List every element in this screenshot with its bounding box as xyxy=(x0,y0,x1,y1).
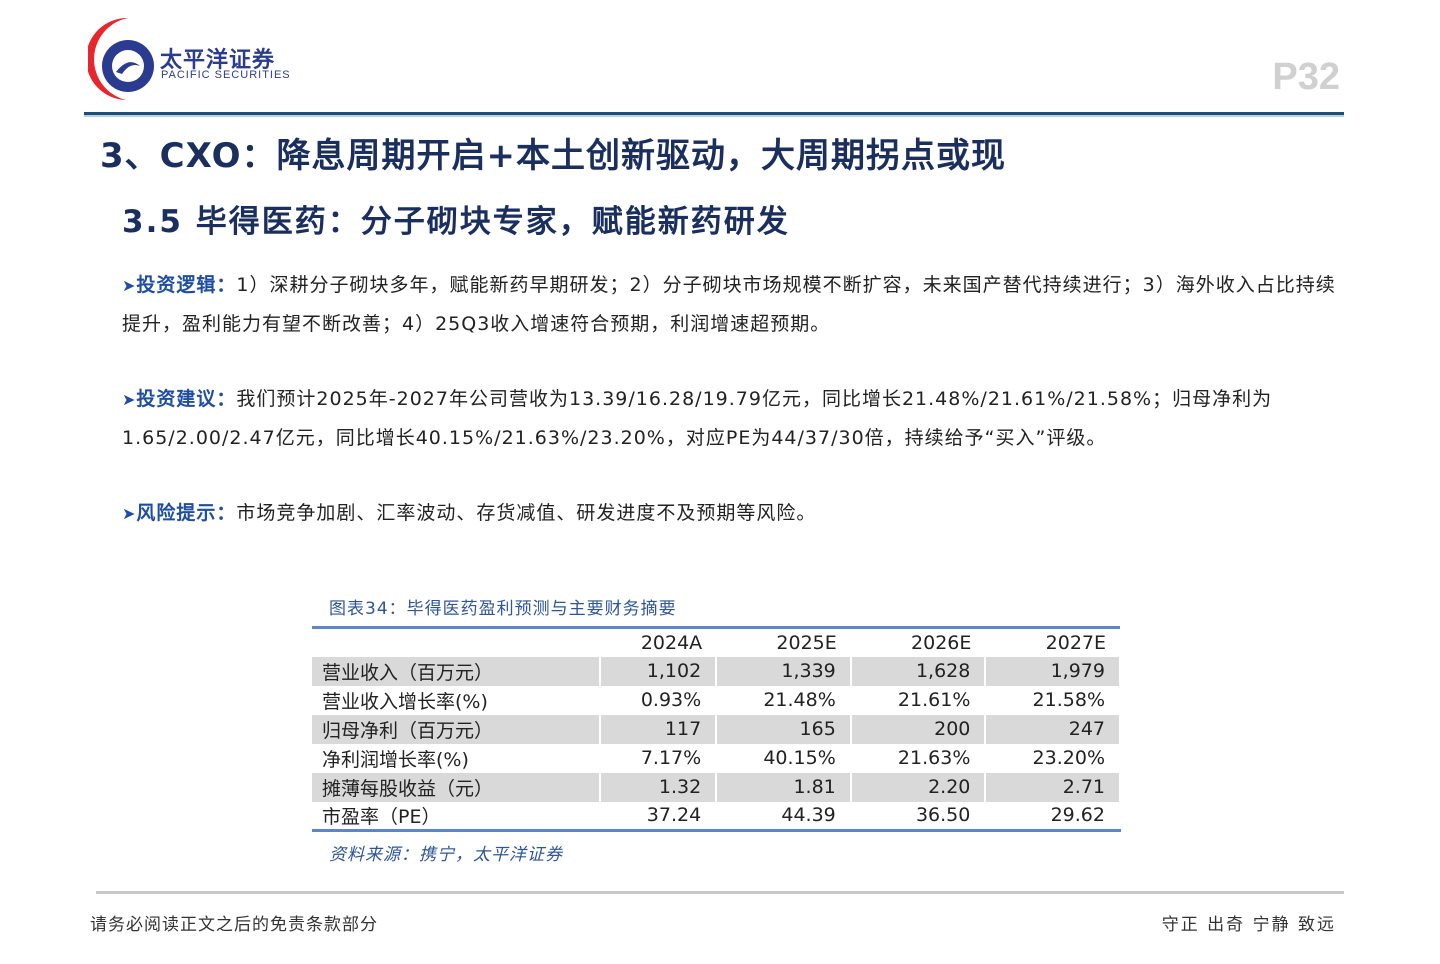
company-motto: 守正 出奇 宁静 致远 xyxy=(1161,915,1336,935)
table-cell: 1.81 xyxy=(716,772,852,802)
logo-text-en: PACIFIC SECURITIES xyxy=(161,69,291,81)
table-caption: 图表34：毕得医药盈利预测与主要财务摘要 xyxy=(329,599,677,619)
table-cell: 21.48% xyxy=(716,685,852,715)
page-title: 3、CXO：降息周期开启+本土创新驱动，大周期拐点或现 xyxy=(100,136,1007,176)
bullet-text: 1）深耕分子砌块多年，赋能新药早期研发；2）分子砌块市场规模不断扩容，未来国产替… xyxy=(122,274,1336,335)
row-label: 归母净利（百万元） xyxy=(312,714,601,744)
table-cell: 21.63% xyxy=(850,743,987,773)
header-divider xyxy=(84,112,1344,117)
table-source: 资料来源：携宁，太平洋证券 xyxy=(329,845,563,865)
table-cell: 117 xyxy=(600,714,718,744)
table-header-row: 2024A 2025E 2026E 2027E xyxy=(312,627,1120,657)
arrow-icon: ➤ xyxy=(122,390,137,409)
logo-text-cn: 太平洋证券 xyxy=(160,48,276,73)
bullet-label: 投资建议： xyxy=(136,388,237,410)
bullet-label: 风险提示： xyxy=(136,502,237,524)
row-label: 摊薄每股收益（元） xyxy=(312,772,601,802)
bullet-text: 市场竞争加剧、汇率波动、存货减值、研发进度不及预期等风险。 xyxy=(236,502,817,524)
header-cell: 2027E xyxy=(1045,631,1106,654)
header-cell: 2024A xyxy=(640,631,703,654)
table-row: 摊薄每股收益（元） 1.32 1.81 2.20 2.71 xyxy=(312,772,1121,802)
table-cell: 165 xyxy=(716,714,852,744)
bullet-text: 我们预计2025年-2027年公司营收为13.39/16.28/19.79亿元，… xyxy=(122,388,1273,449)
pacific-securities-logo xyxy=(88,17,154,100)
financial-summary-table: 2024A 2025E 2026E 2027E 营业收入（百万元） 1,102 1,… xyxy=(312,626,1121,832)
header-cell: 2026E xyxy=(911,631,972,654)
section-subtitle: 3.5 毕得医药：分子砌块专家，赋能新药研发 xyxy=(122,204,790,240)
table-cell: 1,979 xyxy=(985,656,1121,686)
table-cell: 247 xyxy=(985,714,1121,744)
table-cell: 40.15% xyxy=(716,743,852,773)
table-row: 营业收入（百万元） 1,102 1,339 1,628 1,979 xyxy=(312,656,1121,686)
table-cell: 1,339 xyxy=(716,656,852,686)
row-label: 营业收入（百万元） xyxy=(312,656,601,686)
page-number: P32 xyxy=(1272,56,1340,98)
arrow-icon: ➤ xyxy=(122,276,137,295)
row-label: 市盈率（PE） xyxy=(312,801,601,831)
arrow-icon: ➤ xyxy=(122,504,137,523)
row-label: 营业收入增长率(%) xyxy=(312,685,601,715)
table-cell: 200 xyxy=(850,714,987,744)
disclaimer-note: 请务必阅读正文之后的免责条款部分 xyxy=(90,915,378,935)
bullet-label: 投资逻辑： xyxy=(136,274,237,296)
table-row: 市盈率（PE） 37.24 44.39 36.50 29.62 xyxy=(312,801,1121,831)
bullet-risk: ➤风险提示：市场竞争加剧、汇率波动、存货减值、研发进度不及预期等风险。 xyxy=(122,494,1342,533)
bullet-investment-logic: ➤投资逻辑：1）深耕分子砌块多年，赋能新药早期研发；2）分子砌块市场规模不断扩容… xyxy=(122,266,1342,343)
table-cell: 0.93% xyxy=(600,685,718,715)
table-cell: 2.20 xyxy=(850,772,987,802)
header-cell xyxy=(312,628,600,657)
table-cell: 1,102 xyxy=(600,656,718,686)
header-cell: 2025E xyxy=(776,631,837,654)
table-cell: 21.61% xyxy=(850,685,987,715)
table-cell: 21.58% xyxy=(985,685,1121,715)
table-cell: 44.39 xyxy=(716,801,852,831)
table-row: 营业收入增长率(%) 0.93% 21.48% 21.61% 21.58% xyxy=(312,685,1121,715)
table-cell: 37.24 xyxy=(600,801,718,831)
table-cell: 36.50 xyxy=(850,801,987,831)
footer-divider xyxy=(96,891,1344,894)
bullet-investment-advice: ➤投资建议：我们预计2025年-2027年公司营收为13.39/16.28/19… xyxy=(122,380,1342,457)
table-cell: 2.71 xyxy=(985,772,1121,802)
table-cell: 1.32 xyxy=(600,772,718,802)
table-cell: 7.17% xyxy=(600,743,718,773)
table-cell: 29.62 xyxy=(985,801,1121,831)
row-label: 净利润增长率(%) xyxy=(312,743,601,773)
table-cell: 23.20% xyxy=(985,743,1121,773)
table-row: 净利润增长率(%) 7.17% 40.15% 21.63% 23.20% xyxy=(312,743,1121,773)
table-cell: 1,628 xyxy=(850,656,987,686)
table-row: 归母净利（百万元） 117 165 200 247 xyxy=(312,714,1121,744)
